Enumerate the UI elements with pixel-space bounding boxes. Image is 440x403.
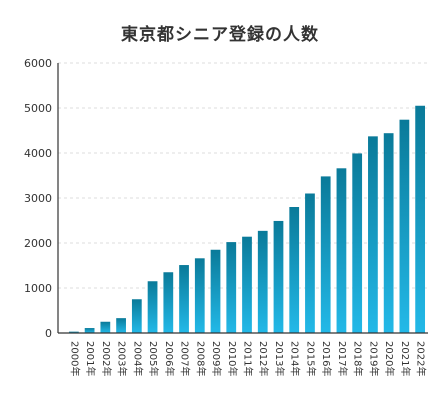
- bar-2001年: [84, 328, 95, 333]
- x-tick-labels: 2000年 2001年 2002年 2003年 2004年 2005年 2006年 2007年…: [68, 341, 427, 376]
- bar-2006年: [163, 272, 174, 333]
- chart-title: 東京都シニア登録の人数: [121, 25, 319, 45]
- x-tick-label: 2020年: [383, 341, 396, 376]
- x-tick-label: 2004年: [131, 341, 144, 376]
- grid-lines: [58, 62, 428, 289]
- x-tick-label: 2000年: [68, 341, 81, 376]
- y-tick-label: 3000: [24, 192, 52, 205]
- bar-2012年: [257, 230, 268, 333]
- bar-2008年: [194, 258, 205, 333]
- bar-2005年: [147, 281, 158, 333]
- axes: [57, 63, 428, 334]
- bar-2007年: [179, 265, 189, 333]
- bar-2011年: [242, 236, 252, 333]
- bar-2009年: [210, 249, 221, 333]
- x-tick-label: 2012年: [257, 341, 270, 376]
- x-tick-label: 2006年: [163, 341, 176, 376]
- x-tick-label: 2013年: [273, 341, 286, 376]
- x-tick-label: 2014年: [289, 341, 302, 376]
- bar-2020年: [383, 133, 394, 333]
- y-tick-label: 2000: [24, 237, 52, 250]
- x-tick-label: 2005年: [147, 341, 160, 376]
- bar-2003年: [116, 318, 126, 333]
- y-tick-label: 4000: [24, 147, 52, 160]
- x-tick-label: 2018年: [352, 341, 365, 376]
- x-tick-label: 2021年: [399, 341, 412, 376]
- x-tick-label: 2015年: [304, 341, 317, 376]
- bar-2018年: [352, 153, 363, 333]
- x-tick-label: 2011年: [242, 341, 255, 376]
- x-tick-label: 2009年: [210, 341, 223, 376]
- bar-2000年: [68, 331, 79, 333]
- x-tick-label: 2008年: [194, 341, 207, 376]
- x-tick-label: 2003年: [116, 341, 129, 376]
- bar-2010年: [226, 242, 237, 333]
- y-tick-label: 6000: [24, 57, 52, 70]
- bar-2013年: [273, 220, 284, 333]
- bar-2014年: [289, 207, 300, 333]
- y-tick-label: 0: [45, 327, 52, 340]
- x-tick-label: 2019年: [367, 341, 380, 376]
- y-tick-label: 5000: [24, 102, 52, 115]
- x-tick-label: 2017年: [336, 341, 349, 376]
- bar-2002年: [100, 321, 111, 333]
- x-tick-label: 2001年: [84, 341, 97, 376]
- bar-2004年: [131, 299, 142, 333]
- bar-2016年: [320, 176, 331, 333]
- x-tick-label: 2016年: [320, 341, 333, 376]
- bar-2021年: [399, 119, 410, 333]
- bar-2019年: [368, 136, 378, 333]
- bar-2015年: [305, 193, 315, 333]
- bar-2022年: [415, 105, 426, 333]
- x-tick-label: 2002年: [100, 341, 113, 376]
- x-tick-label: 2010年: [226, 341, 239, 376]
- x-tick-label: 2022年: [415, 341, 428, 376]
- bars: [68, 105, 426, 333]
- y-tick-label: 1000: [24, 282, 52, 295]
- bar-2017年: [336, 168, 347, 333]
- x-tick-label: 2007年: [179, 341, 192, 376]
- y-tick-labels: 0 1000 2000 3000 4000 5000 6000: [24, 57, 52, 340]
